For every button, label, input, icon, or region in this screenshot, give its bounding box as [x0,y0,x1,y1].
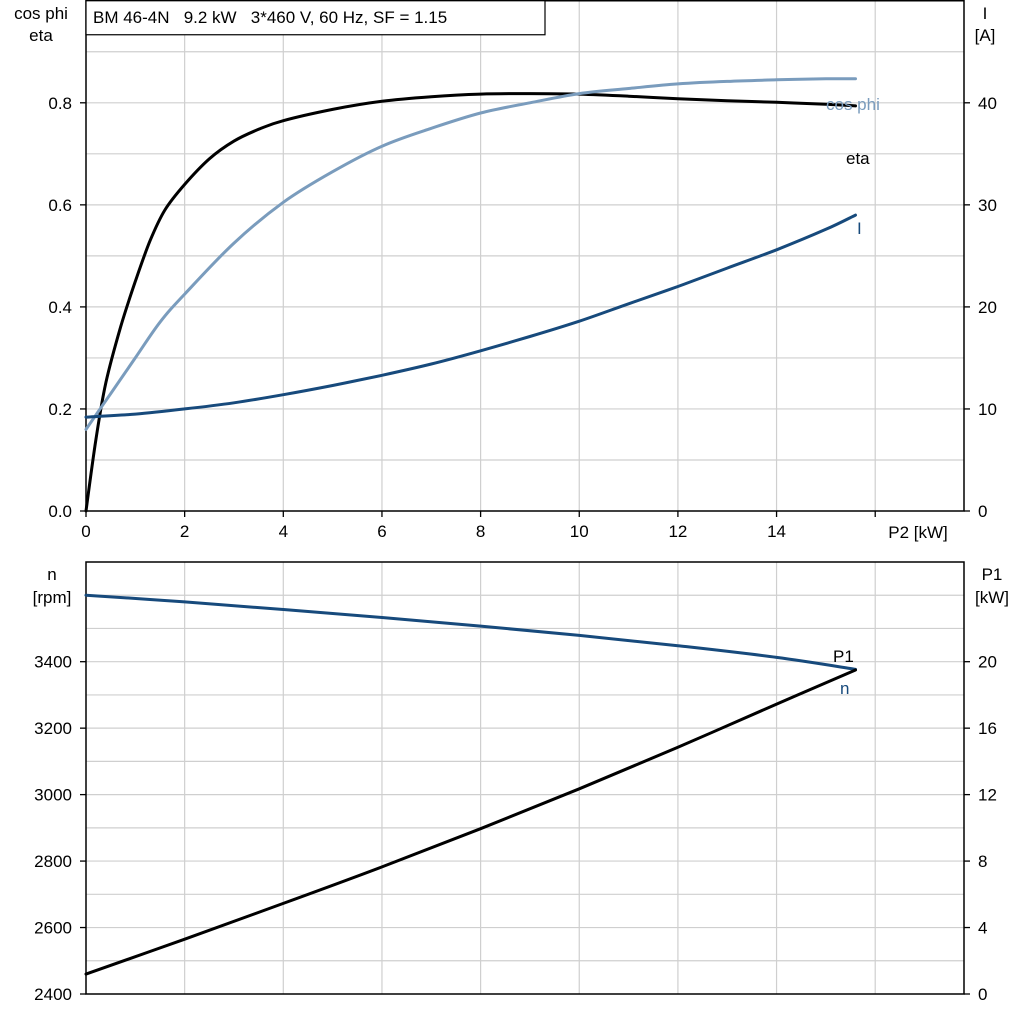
bottom-panel-frame [85,561,965,995]
p1-curve-label: P1 [833,647,854,666]
top-x-tick-label: 8 [476,522,485,541]
top-left-tick-label: 0.8 [48,94,72,113]
bottom-left-tick-label: 2600 [34,919,72,938]
top-left-tick-label: 0.4 [48,298,72,317]
bottom-right-axis-label-line2: [kW] [975,588,1009,607]
bottom-right-tick-label: 4 [978,919,987,938]
cos-phi-curve-label: cos phi [826,95,880,114]
bottom-right-axis-label-line1: P1 [982,565,1003,584]
top-x-tick-label: 0 [81,522,90,541]
bottom-left-tick-label: 3400 [34,653,72,672]
top-right-axis-label-line1: I [983,4,988,23]
bottom-left-axis-label-line2: [rpm] [33,588,72,607]
bottom-right-tick-label: 16 [978,719,997,738]
top-panel-grid [86,0,964,511]
chart-title: BM 46-4N 9.2 kW 3*460 V, 60 Hz, SF = 1.1… [93,8,447,27]
bottom-right-tick-label: 8 [978,852,987,871]
bottom-right-tick-label: 20 [978,653,997,672]
top-panel-curves [84,77,857,513]
bottom-right-tick-label: 0 [978,985,987,1004]
top-x-tick-label: 12 [668,522,687,541]
bottom-panel-curves [84,593,857,976]
top-right-tick-label: 20 [978,298,997,317]
current-curve-label: I [857,219,862,238]
top-right-tick-label: 30 [978,196,997,215]
top-left-axis-label-line2: eta [29,26,53,45]
bottom-right-tick-label: 12 [978,786,997,805]
top-x-tick-label: 4 [279,522,288,541]
top-left-tick-label: 0.0 [48,502,72,521]
bottom-series-n-line [84,593,857,671]
top-panel-ticks: 0.0 0.2 0.4 0.6 0.8 0 10 20 30 40 0 2 4 6 8 10 12 14 [48,94,997,541]
top-right-tick-label: 0 [978,502,987,521]
top-right-axis-label-line2: [A] [975,26,996,45]
top-x-tick-label: 6 [377,522,386,541]
top-left-axis-label-line1: cos phi [14,4,68,23]
bottom-panel-ticks: 2400 2600 2800 3000 3200 3400 0 4 8 12 16 20 [34,653,997,1004]
bottom-left-tick-label: 3200 [34,719,72,738]
eta-curve-label: eta [846,149,870,168]
top-x-tick-label: 14 [767,522,786,541]
bottom-left-tick-label: 3000 [34,786,72,805]
top-series-i-line [84,213,857,419]
bottom-left-axis-label-line1: n [47,565,56,584]
top-left-tick-label: 0.6 [48,196,72,215]
top-series-cos-phi-line [84,77,857,431]
speed-curve-label: n [840,679,849,698]
top-right-tick-label: 10 [978,400,997,419]
top-series-eta-line [84,92,857,513]
top-x-axis-label: P2 [kW] [888,523,948,542]
bottom-series-p1-line [84,668,857,976]
bottom-panel-grid [86,562,964,994]
top-right-tick-label: 40 [978,94,997,113]
bottom-left-tick-label: 2400 [34,985,72,1004]
top-left-tick-label: 0.2 [48,400,72,419]
bottom-left-tick-label: 2800 [34,852,72,871]
top-x-tick-label: 2 [180,522,189,541]
chart-title-box [85,0,546,36]
top-x-tick-label: 10 [570,522,589,541]
